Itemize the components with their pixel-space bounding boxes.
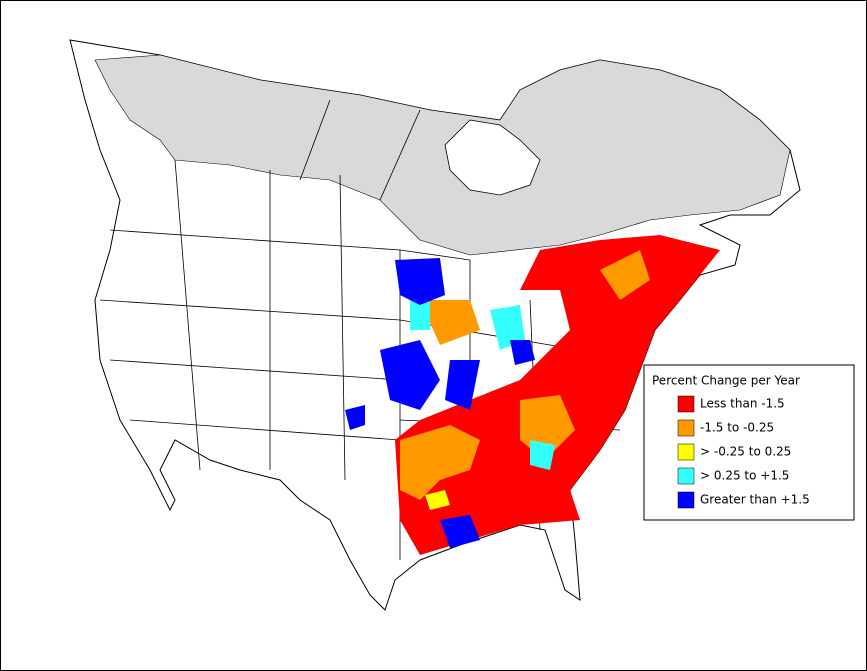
legend-label: Less than -1.5: [700, 397, 785, 411]
legend-label: -1.5 to -0.25: [700, 421, 774, 435]
legend-title: Percent Change per Year: [652, 374, 800, 388]
trend-area: [400, 250, 650, 500]
legend-swatch: [677, 443, 695, 461]
legend-swatch: [677, 395, 695, 413]
legend-label: > 0.25 to +1.5: [700, 469, 789, 483]
trend-area: [395, 235, 720, 555]
legend: Percent Change per Year Less than -1.5 -1…: [643, 364, 855, 521]
legend-swatch: [677, 419, 695, 437]
no-data-region: [94, 54, 791, 256]
trend-areas: [345, 235, 720, 555]
legend-label: Greater than +1.5: [700, 493, 810, 507]
trend-area: [425, 490, 450, 510]
hudson-bay: [444, 119, 541, 196]
legend-swatch: [677, 467, 695, 485]
legend-label: > -0.25 to 0.25: [700, 445, 791, 459]
trend-area: [410, 295, 555, 470]
legend-swatch: [677, 491, 695, 509]
